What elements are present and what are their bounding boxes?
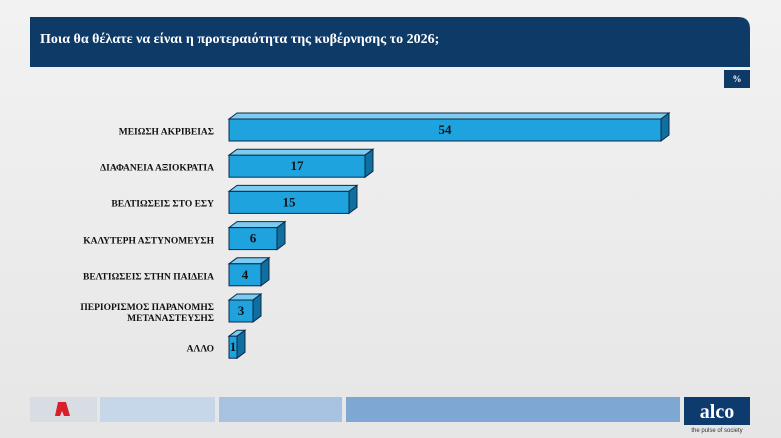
bar-top	[227, 221, 287, 229]
unit-box	[724, 70, 750, 88]
category-label: ΒΕΛΤΙΩΣΕΙΣ ΣΤΟ ΕΣΥ	[111, 199, 214, 210]
brand: alco	[700, 401, 734, 423]
bar-top	[227, 184, 359, 192]
footer-strip	[100, 397, 215, 422]
bar	[228, 227, 278, 251]
unit-label: %	[733, 74, 742, 84]
footer-strip	[346, 397, 680, 422]
category-label: ΔΙΑΦΑΝΕΙΑ ΑΞΙΟΚΡΑΤΙΑ	[100, 163, 214, 174]
value-label: 17	[291, 158, 305, 173]
header-bar	[30, 17, 750, 67]
bar	[228, 118, 662, 142]
footer-logo	[55, 402, 70, 416]
bar-top	[227, 148, 375, 156]
bar	[228, 154, 366, 178]
value-label: 54	[439, 122, 453, 137]
value-label: 6	[250, 231, 257, 246]
value-label: 1	[230, 339, 237, 354]
value-label: 3	[238, 303, 245, 318]
footer-strip	[219, 397, 342, 422]
bar-top	[227, 112, 671, 120]
category-label: ΠΕΡΙΟΡΙΣΜΟΣ ΠΑΡΑΝΟΜΗΣ ΜΕΤΑΝΑΣΤΕΥΣΗΣ	[80, 303, 214, 324]
category-label: ΒΕΛΤΙΩΣΕΙΣ ΣΤΗΝ ΠΑΙΔΕΙΑ	[82, 272, 214, 283]
bar	[228, 263, 262, 287]
brand-box	[684, 397, 750, 425]
bar	[228, 335, 238, 359]
category-label: ΑΛΛΟ	[186, 344, 214, 355]
value-label: 15	[283, 194, 297, 209]
category-label: ΚΑΛΥΤΕΡΗ ΑΣΤΥΝΟΜΕΥΣΗ	[83, 236, 214, 247]
tagline: the pulse of society	[691, 428, 742, 434]
chart-title: Ποια θα θέλατε να είναι η προτεραιότητα …	[40, 32, 439, 47]
value-label: 4	[242, 267, 249, 282]
bar	[228, 299, 254, 323]
category-label: ΜΕΙΩΣΗ ΑΚΡΙΒΕΙΑΣ	[118, 127, 214, 138]
bar	[228, 190, 350, 214]
